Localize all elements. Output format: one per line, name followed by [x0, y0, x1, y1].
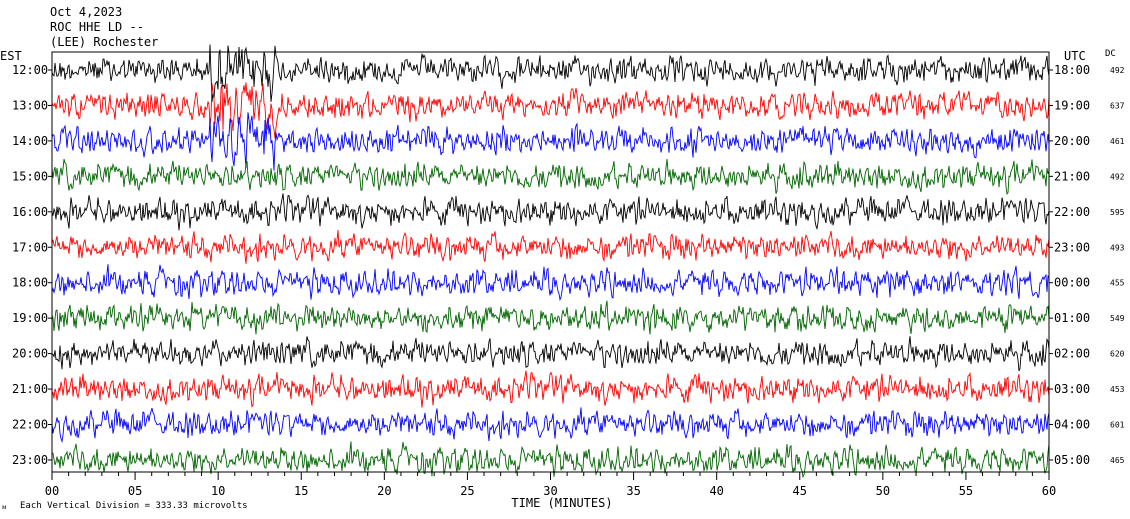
trace-line	[51, 82, 1050, 139]
trace-line	[51, 300, 1050, 335]
trace-line	[51, 264, 1050, 302]
local-time-label: 12:00	[12, 63, 48, 77]
dc-label: DC	[1105, 49, 1116, 59]
trace-line	[51, 441, 1050, 479]
utc-time-label: 23:00	[1054, 240, 1090, 254]
dc-value: 492	[1110, 66, 1125, 75]
seismic-traces	[51, 44, 1050, 479]
right-axis-label: UTC	[1064, 49, 1086, 63]
local-time-label: 13:00	[12, 98, 48, 112]
dc-values: 492 637 461 492 595 493 455 549 620 453 601 465	[1110, 66, 1125, 465]
trace-line	[51, 336, 1050, 372]
x-tick-label: 05	[128, 484, 142, 498]
x-axis-title: TIME (MINUTES)	[511, 496, 612, 510]
utc-time-label: 03:00	[1054, 382, 1090, 396]
left-time-labels: 12:00 13:00 14:00 15:00 16:00 17:00 18:00 19:00…	[12, 63, 52, 467]
utc-time-label: 04:00	[1054, 418, 1090, 432]
dc-value: 601	[1110, 421, 1125, 430]
utc-time-label: 05:00	[1054, 453, 1090, 467]
trace-line	[51, 193, 1050, 231]
utc-time-label: 22:00	[1054, 205, 1090, 219]
left-axis-label: EST	[0, 49, 22, 63]
local-time-label: 15:00	[12, 169, 48, 183]
x-tick-label: 30	[543, 484, 557, 498]
dc-value: 595	[1110, 208, 1125, 217]
header-station: ROC HHE LD --	[50, 20, 144, 34]
trace-line	[51, 407, 1050, 443]
local-time-label: 21:00	[12, 382, 48, 396]
trace-line	[51, 112, 1050, 171]
x-tick-label: 55	[959, 484, 973, 498]
local-time-label: 18:00	[12, 276, 48, 290]
x-tick-label: 20	[377, 484, 391, 498]
x-tick-label: 45	[793, 484, 807, 498]
dc-value: 465	[1110, 456, 1125, 465]
local-time-label: 22:00	[12, 418, 48, 432]
x-tick-label: 25	[460, 484, 474, 498]
local-time-label: 23:00	[12, 453, 48, 467]
right-time-labels: 18:00 19:00 20:00 21:00 22:00 23:00 00:00 01:00…	[1049, 63, 1090, 467]
dc-value: 493	[1110, 243, 1125, 252]
utc-time-label: 01:00	[1054, 311, 1090, 325]
x-tick-label: 35	[626, 484, 640, 498]
trace-line	[51, 158, 1050, 196]
dc-value: 492	[1110, 172, 1125, 181]
x-tick-label: 50	[876, 484, 890, 498]
header-location: (LEE) Rochester	[50, 35, 158, 49]
local-time-label: 19:00	[12, 311, 48, 325]
x-tick-label: 60	[1042, 484, 1056, 498]
x-tick-label: 10	[211, 484, 225, 498]
corner-mark: ᴍ	[2, 503, 7, 511]
local-time-label: 14:00	[12, 134, 48, 148]
trace-line	[51, 370, 1050, 408]
utc-time-label: 21:00	[1054, 169, 1090, 183]
utc-time-label: 18:00	[1054, 63, 1090, 77]
utc-time-label: 19:00	[1054, 98, 1090, 112]
x-tick-label: 15	[294, 484, 308, 498]
header-date: Oct 4,2023	[50, 5, 122, 19]
utc-time-label: 00:00	[1054, 276, 1090, 290]
plot-frame	[51, 51, 1050, 473]
scale-note: Each Vertical Division = 333.33 microvol…	[20, 501, 248, 511]
dc-value: 637	[1110, 101, 1125, 110]
local-time-label: 16:00	[12, 205, 48, 219]
dc-value: 455	[1110, 279, 1125, 288]
dc-value: 461	[1110, 137, 1125, 146]
x-tick-label: 40	[709, 484, 723, 498]
dc-value: 620	[1110, 350, 1125, 359]
utc-time-label: 20:00	[1054, 134, 1090, 148]
utc-time-label: 02:00	[1054, 347, 1090, 361]
x-tick-label: 00	[45, 484, 59, 498]
x-axis-ticks: 00 05 10 15 20 25 30 35 40 45 50 55 60	[45, 472, 1056, 498]
dc-value: 549	[1110, 314, 1125, 323]
trace-line	[51, 44, 1050, 102]
dc-value: 453	[1110, 385, 1125, 394]
trace-line	[51, 230, 1050, 264]
local-time-label: 17:00	[12, 240, 48, 254]
local-time-label: 20:00	[12, 347, 48, 361]
